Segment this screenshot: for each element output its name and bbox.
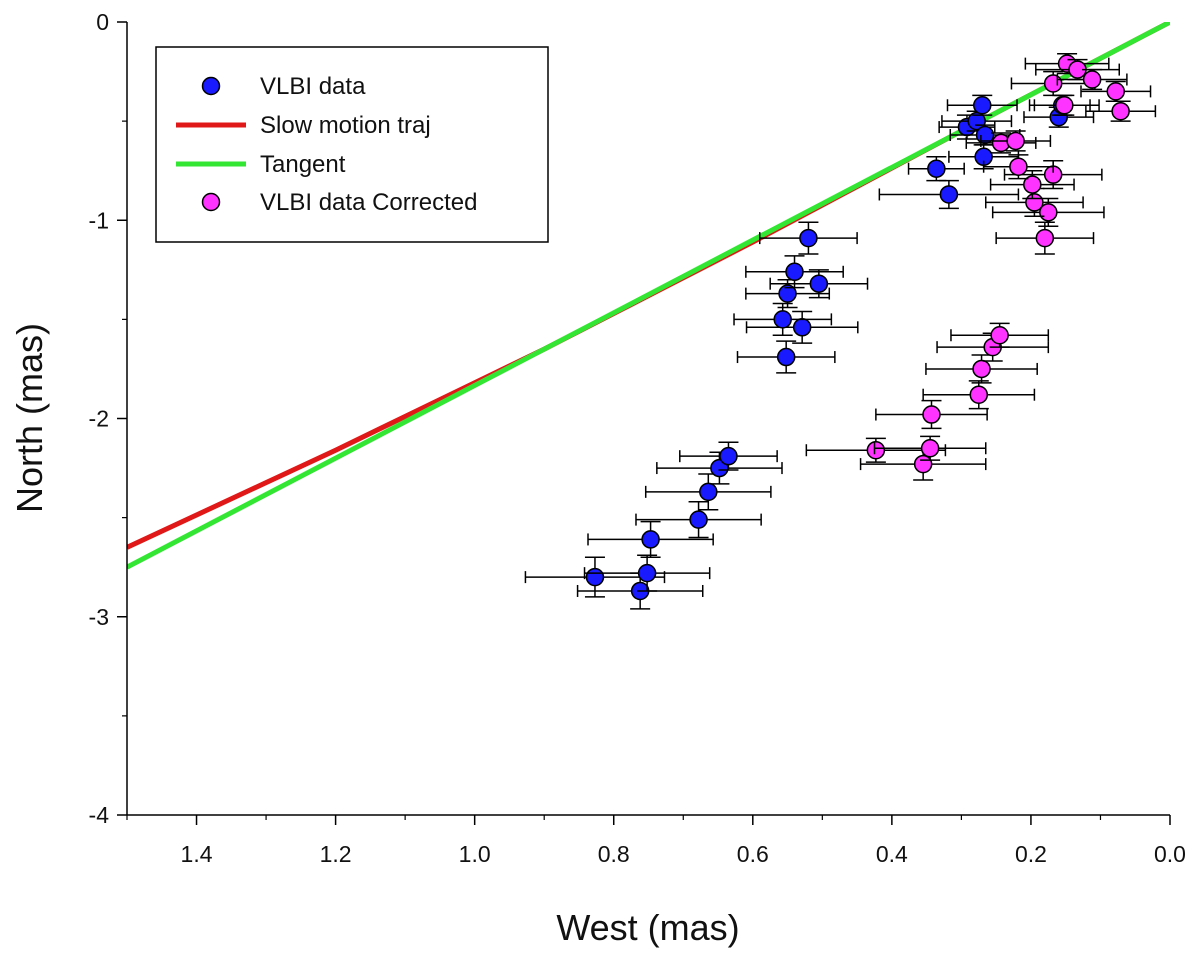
legend-label: Tangent — [260, 151, 346, 178]
vlbi-data-corrected-marker — [1043, 74, 1063, 93]
legend-item-vlbi-data: VLBI data — [201, 73, 366, 100]
vlbi-data-corrected-marker — [969, 385, 989, 404]
vlbi-data-corrected-point — [1010, 70, 1096, 97]
x-tick-label: 0.0 — [1154, 841, 1186, 867]
vlbi-data-corrected-marker — [920, 438, 940, 458]
vlbi-data-corrected-marker — [913, 454, 933, 474]
vlbi-data-marker — [699, 482, 718, 502]
legend-item-vlbi-data-corrected: VLBI data Corrected — [201, 189, 477, 216]
vlbi-data-marker — [641, 530, 660, 549]
vlbi-data-corrected-marker — [922, 405, 941, 424]
y-tick-label: -3 — [89, 604, 109, 630]
x-tick-label: 1.4 — [181, 841, 213, 867]
vlbi-data-marker — [637, 563, 657, 583]
legend-item-slow-motion-traj: Slow motion traj — [176, 112, 431, 139]
vlbi-data-point — [587, 520, 714, 559]
y-tick-label: 0 — [96, 9, 109, 35]
vlbi-data-corrected-point — [875, 399, 988, 430]
x-tick-label: 0.4 — [876, 841, 908, 867]
vlbi-data-corrected-point — [965, 132, 1037, 154]
x-tick-label: 1.2 — [320, 841, 352, 867]
legend-label: Slow motion traj — [260, 112, 431, 139]
vlbi-data-corrected-marker — [972, 359, 991, 379]
x-tick-label: 0.8 — [598, 841, 630, 867]
vlbi-data-corrected-point — [873, 435, 987, 461]
vlbi-data-marker — [785, 262, 804, 282]
vlbi-data-corrected-point — [1028, 94, 1100, 116]
vlbi-data-point — [635, 501, 762, 539]
legend-box — [155, 46, 549, 243]
vlbi-data-corrected-marker — [1111, 101, 1130, 121]
vlbi-data-point — [733, 302, 833, 336]
vlbi-data-point — [644, 473, 772, 511]
vlbi-data-corrected-marker — [1025, 193, 1044, 212]
vlbi-data-corrected-point — [1085, 100, 1157, 122]
x-tick-label: 0.6 — [737, 841, 769, 867]
vlbi-data-corrected-marker — [990, 325, 1009, 345]
legend-label: VLBI data — [260, 73, 366, 100]
vlbi-data-point — [583, 554, 711, 592]
tick-marks — [117, 21, 1171, 825]
data-points — [524, 52, 1157, 610]
x-tick-label: 1.0 — [459, 841, 491, 867]
legend: VLBI data Slow motion traj Tangent VLBI dat… — [155, 46, 549, 243]
vlbi-data-corrected-point — [995, 221, 1095, 255]
vlbi-data-corrected-marker — [1023, 175, 1042, 194]
vlbi-data-corrected-point — [1080, 80, 1152, 103]
vlbi-data-marker — [719, 446, 738, 466]
vlbi-data-corrected-point — [1056, 68, 1128, 91]
vlbi-data-corrected-marker — [1055, 96, 1074, 115]
vlbi-data-marker — [778, 284, 797, 303]
vlbi-data-corrected-marker — [1035, 228, 1055, 248]
vlbi-data-marker — [809, 274, 829, 293]
vlbi-data-marker — [927, 159, 946, 178]
legend-label: VLBI data Corrected — [260, 189, 477, 216]
legend-marker — [201, 192, 221, 212]
trajectory-lines — [127, 22, 1170, 570]
tick-labels: 1.4 1.2 1.0 0.8 0.6 0.4 0.2 0.0 0 -1 -2 -3 -4 — [89, 9, 1186, 867]
x-axis-title: West (mas) — [556, 907, 739, 948]
y-tick-label: -4 — [89, 802, 110, 828]
vlbi-data-point — [759, 221, 858, 255]
legend-item-tangent: Tangent — [176, 151, 346, 178]
y-axis-title: North (mas) — [9, 323, 50, 513]
vlbi-data-corrected-point — [922, 380, 1036, 410]
legend-marker — [201, 76, 221, 96]
vlbi-data-marker — [799, 228, 818, 248]
vlbi-data-corrected-marker — [866, 440, 886, 460]
vlbi-data-point — [745, 255, 844, 289]
vlbi-data-point — [736, 340, 836, 374]
vlbi-data-corrected-marker — [1009, 157, 1028, 176]
vlbi-data-point — [946, 94, 1018, 116]
vlbi-data-corrected-point — [925, 354, 1038, 384]
vlbi-data-point — [907, 156, 965, 182]
vlbi-data-point — [679, 441, 778, 471]
vlbi-data-corrected-marker — [1006, 131, 1025, 151]
vlbi-data-corrected-marker — [1106, 82, 1126, 101]
vlbi-data-corrected-marker — [1082, 70, 1102, 89]
vlbi-data-corrected-point — [980, 130, 1052, 152]
vlbi-data-marker — [973, 96, 992, 115]
vlbi-data-point — [769, 269, 869, 299]
tangent-line — [127, 22, 1170, 570]
vlbi-data-marker — [585, 567, 605, 587]
y-tick-label: -1 — [89, 207, 109, 233]
x-tick-label: 0.2 — [1015, 841, 1047, 867]
y-tick-label: -2 — [89, 406, 109, 432]
vlbi-data-marker — [776, 347, 796, 367]
vlbi-data-marker — [939, 185, 959, 204]
vlbi-data-marker — [689, 510, 708, 529]
vlbi-data-corrected-point — [950, 322, 1050, 348]
vlbi-data-marker — [773, 310, 792, 329]
vlbi-data-corrected-point — [982, 154, 1054, 180]
vlbi-data-corrected-point — [989, 169, 1075, 200]
vlbi-data-marker — [792, 318, 812, 337]
